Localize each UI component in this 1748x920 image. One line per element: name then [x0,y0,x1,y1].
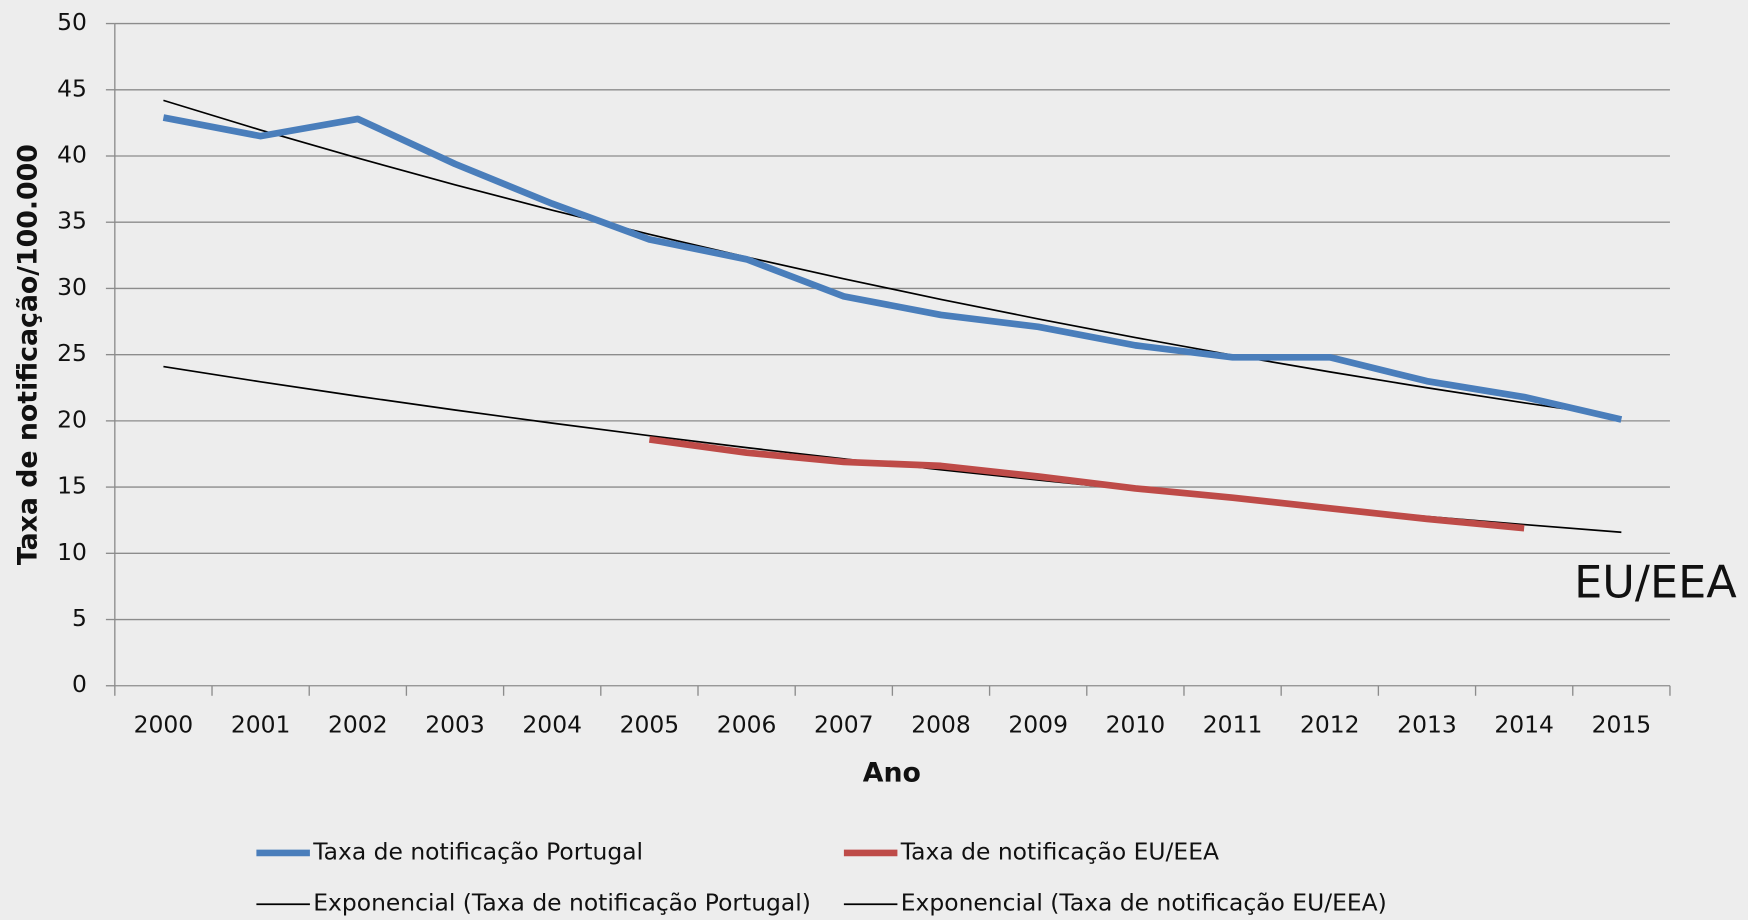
y-tick-label: 20 [57,405,87,433]
y-tick-label: 0 [72,670,87,698]
x-tick-label: 2010 [1106,710,1166,738]
y-tick-label: 5 [72,604,87,632]
x-tick-label: 2014 [1494,710,1554,738]
x-tick-label: 2000 [134,710,194,738]
series-line [162,114,1623,423]
y-tick-label: 25 [57,339,87,367]
x-tick-label: 2003 [425,710,485,738]
y-tick-label: 10 [57,538,87,566]
x-tick-label: 2011 [1203,710,1263,738]
legend-label: Taxa de notificação Portugal [312,837,643,865]
y-tick-label: 45 [57,74,87,102]
x-tick-label: 2012 [1300,710,1360,738]
series-line [648,436,1525,532]
series-line [163,365,1622,534]
y-tick-label: 50 [57,8,87,36]
x-tick-label: 2006 [717,710,777,738]
x-tick-label: 2009 [1008,710,1068,738]
y-tick-label: 15 [57,472,87,500]
x-tick-label: 2013 [1397,710,1457,738]
x-tick-label: 2007 [814,710,874,738]
x-tick-label: 2001 [231,710,291,738]
series-line [163,99,1622,418]
x-tick-label: 2002 [328,710,388,738]
y-tick-label: 35 [57,207,87,235]
y-tick-label: 40 [57,140,87,168]
legend-label: Exponencial (Taxa de notificação Portuga… [313,889,811,917]
x-tick-label: 2008 [911,710,971,738]
x-tick-label: 2004 [522,710,582,738]
legend-label: Exponencial (Taxa de notificação EU/EEA) [901,889,1387,917]
x-axis-label: Ano [863,757,921,788]
annotation: EU/EEA [1574,556,1737,608]
x-tick-label: 2015 [1592,710,1652,738]
y-axis-label: Taxa de notificação/100.000 [12,144,43,565]
legend-label: Taxa de notificação EU/EEA [900,837,1219,865]
y-tick-label: 30 [57,273,87,301]
x-tick-label: 2005 [620,710,680,738]
